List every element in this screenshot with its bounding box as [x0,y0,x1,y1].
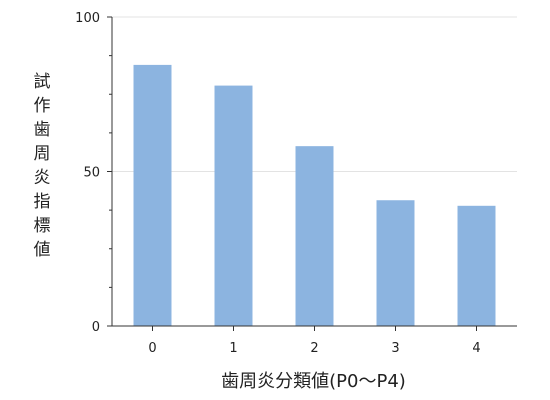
y-axis-label-char: 歯 [33,120,51,140]
y-tick-label: 0 [92,320,100,335]
y-axis-label-char: 作 [33,96,51,116]
y-axis-label-char: 指 [33,192,51,212]
y-axis-label-char: 試 [33,72,51,92]
x-tick-label: 0 [148,341,156,356]
y-axis-label: 試作歯周炎指標値 [30,70,54,262]
x-axis-label: 歯周炎分類値(P0〜P4) [221,371,406,392]
bars [133,64,496,327]
bar-3 [376,200,415,326]
x-tick-label: 4 [472,341,480,356]
y-axis-label-char: 値 [33,240,51,260]
bar-2 [295,146,334,326]
y-axis-label-char: 炎 [33,168,51,188]
x-tick-label: 2 [310,341,318,356]
bar-1 [214,85,253,327]
tick-labels: 0 50 100 0 1 2 3 4 [75,11,480,356]
y-tick-label: 100 [75,11,100,26]
bar-0 [133,64,172,327]
y-axis-label-char: 標 [33,216,51,236]
x-tick-label: 1 [229,341,237,356]
y-axis-label-char: 周 [33,144,51,164]
bar-4 [457,205,496,326]
axes [107,16,517,331]
x-tick-label: 3 [391,341,399,356]
y-tick-label: 50 [83,166,100,181]
